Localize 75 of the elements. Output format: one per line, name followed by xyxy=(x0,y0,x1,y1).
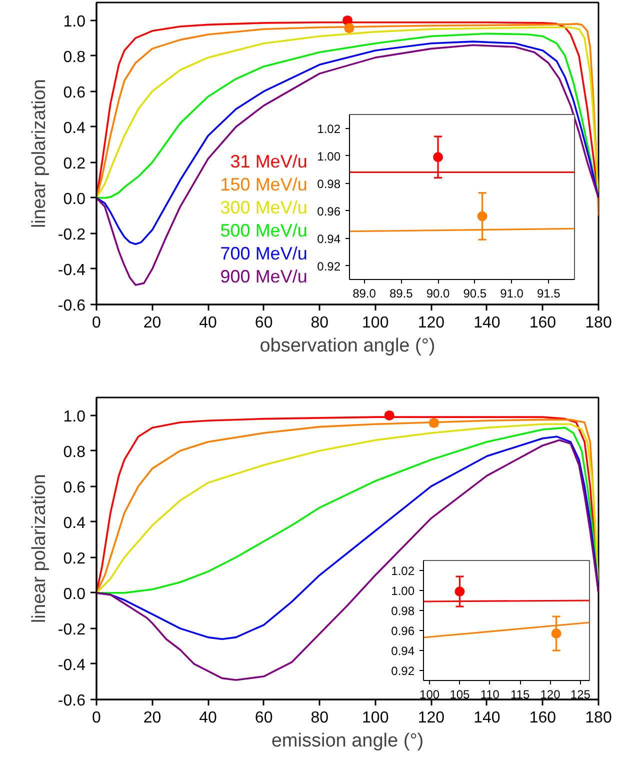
y-axis-title: linear polarization xyxy=(28,474,50,623)
x-tick-label: 91.0 xyxy=(500,286,524,300)
x-tick-label: 180 xyxy=(585,314,612,332)
y-tick-label: -0.4 xyxy=(58,262,86,279)
y-tick-label: 0.2 xyxy=(63,155,86,172)
y-tick-label: 0.96 xyxy=(391,624,415,638)
x-tick-label: 80 xyxy=(310,710,329,726)
x-tick-label: 125 xyxy=(570,688,591,702)
text: 300 MeV/u xyxy=(220,197,308,218)
y-tick-label: 1.02 xyxy=(391,564,415,578)
x-tick-label: 89.0 xyxy=(352,286,376,300)
x-tick-label: 180 xyxy=(585,710,612,726)
x-tick-label: 100 xyxy=(362,314,389,332)
x-tick-label: 20 xyxy=(143,314,162,332)
x-tick-label: 140 xyxy=(474,314,500,332)
y-tick-label: 1.0 xyxy=(63,13,86,30)
x-tick-label: 160 xyxy=(529,710,556,726)
line-series xyxy=(96,44,598,286)
y-tick-label: 0.94 xyxy=(317,232,341,246)
y-tick-label: 0.98 xyxy=(391,604,415,618)
x-tick-label: 40 xyxy=(199,314,218,332)
y-tick-label: 0.6 xyxy=(63,479,86,496)
text: 150 MeV/u xyxy=(220,174,308,194)
y-tick-label: -0.4 xyxy=(58,656,86,674)
x-tick-label: 120 xyxy=(540,688,561,702)
line-series xyxy=(96,40,598,245)
x-tick-label: 40 xyxy=(199,710,218,726)
y-tick-label: 0.6 xyxy=(63,84,86,102)
y-tick-label: 1.02 xyxy=(317,122,341,136)
y-tick-label: 0.96 xyxy=(317,204,341,218)
y-tick-label: -0.6 xyxy=(58,692,86,710)
text: 900 MeV/u xyxy=(220,266,308,286)
x-tick-label: 90.0 xyxy=(426,286,450,300)
y-tick-label: -0.2 xyxy=(58,621,86,638)
x-tick-label: 80 xyxy=(310,314,329,332)
text: 500 MeV/u xyxy=(220,220,308,240)
y-tick-label: 0.4 xyxy=(63,120,86,137)
y-axis-title: linear polarization xyxy=(28,79,50,228)
x-tick-label: 60 xyxy=(254,710,273,726)
y-tick-label: 0.98 xyxy=(317,176,341,191)
x-tick-label: 140 xyxy=(474,710,500,726)
text: 700 MeV/u xyxy=(220,243,308,264)
x-tick-label: 90.5 xyxy=(463,286,487,300)
x-tick-label: 120 xyxy=(418,314,445,332)
x-tick-label: 91.5 xyxy=(537,286,561,300)
y-tick-label: 0.92 xyxy=(317,259,341,274)
y-tick-label: 0.0 xyxy=(63,586,86,603)
x-tick-label: 105 xyxy=(450,688,470,702)
text: 31 MeV/u xyxy=(230,151,308,172)
line-series xyxy=(96,439,598,681)
x-tick-label: 89.5 xyxy=(389,286,414,300)
y-tick-label: 0.2 xyxy=(63,550,86,568)
y-tick-label: 0.4 xyxy=(63,514,86,532)
y-tick-label: 0.8 xyxy=(63,48,86,66)
y-tick-label: 1.0 xyxy=(63,408,86,426)
x-tick-label: 100 xyxy=(362,710,389,726)
y-tick-label: -0.6 xyxy=(58,298,86,314)
x-tick-label: 100 xyxy=(420,688,440,702)
x-tick-label: 115 xyxy=(510,688,530,702)
x-tick-label: 0 xyxy=(92,710,102,726)
x-tick-label: 110 xyxy=(480,688,500,702)
x-tick-label: 160 xyxy=(529,314,556,332)
x-tick-label: 0 xyxy=(92,314,102,332)
y-tick-label: 0.94 xyxy=(391,644,415,658)
x-tick-label: 120 xyxy=(418,710,445,726)
y-tick-label: -0.2 xyxy=(58,226,86,244)
y-tick-label: 0.92 xyxy=(391,664,415,678)
y-tick-label: 1.00 xyxy=(317,149,341,164)
x-tick-label: 20 xyxy=(143,710,162,726)
x-axis-title: emission angle (°) xyxy=(271,730,424,752)
y-tick-label: 1.00 xyxy=(391,584,415,598)
x-axis-title: observation angle (°) xyxy=(260,336,436,356)
y-tick-label: 0.8 xyxy=(63,444,86,461)
y-tick-label: 0.0 xyxy=(63,190,86,208)
x-tick-label: 60 xyxy=(254,314,273,332)
